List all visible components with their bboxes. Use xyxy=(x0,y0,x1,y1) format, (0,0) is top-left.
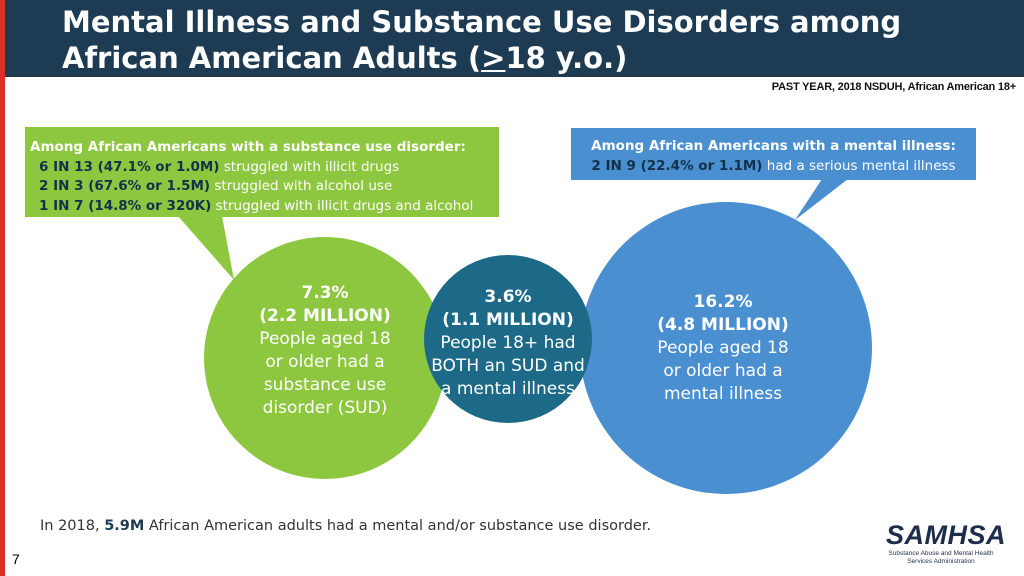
mi-desc-line: or older had a xyxy=(663,361,783,381)
samhsa-logo: SAMHSA Substance Abuse and Mental Health… xyxy=(886,520,1007,566)
mi-callout-line: 2 IN 9 (22.4% or 1.1M) had a serious men… xyxy=(571,157,976,177)
sud-stat-both: 1 IN 7 (14.8% or 320K) xyxy=(39,197,212,214)
sud-callout-line: 1 IN 7 (14.8% or 320K) struggled with il… xyxy=(25,197,499,217)
page-number: 7 xyxy=(12,551,20,567)
mi-percent: 16.2% xyxy=(693,292,753,312)
sud-desc-line: or older had a xyxy=(265,352,385,372)
summary-post: African American adults had a mental and… xyxy=(144,518,652,534)
mi-desc-line: mental illness xyxy=(663,384,783,404)
sud-count: (2.2 MILLION) xyxy=(259,306,391,326)
logo-wordmark: SAMHSA xyxy=(886,520,1007,550)
sud-desc-line: substance use xyxy=(263,375,387,395)
sud-desc-line: disorder (SUD) xyxy=(262,398,388,418)
mi-callout: Among African Americans with a mental il… xyxy=(571,128,976,180)
sud-stat-alcohol: 2 IN 3 (67.6% or 1.5M) xyxy=(39,178,211,194)
summary-total: 5.9M xyxy=(104,518,145,534)
title-line-2: African American Adults (>18 y.o.) xyxy=(62,40,962,76)
sud-desc-line: People aged 18 xyxy=(259,329,391,349)
mi-circle-label: 16.2% (4.8 MILLION) People aged 18 or ol… xyxy=(638,291,808,406)
accent-bar xyxy=(0,0,5,576)
sud-stat-illicit: 6 IN 13 (47.1% or 1.0M) xyxy=(39,158,220,175)
overlap-circle-label: 3.6% (1.1 MILLION) People 18+ had BOTH a… xyxy=(424,286,592,401)
page-title: Mental Illness and Substance Use Disorde… xyxy=(62,4,962,76)
sud-desc-alcohol: struggled with alcohol use xyxy=(210,178,393,194)
mi-callout-tail xyxy=(795,179,848,220)
sud-callout: Among African Americans with a substance… xyxy=(25,127,499,217)
mi-desc-line: People aged 18 xyxy=(657,338,789,358)
logo-subtitle-line: Substance Abuse and Mental Health xyxy=(888,550,994,557)
sud-callout-tail xyxy=(178,216,234,280)
overlap-count: (1.1 MILLION) xyxy=(442,310,574,330)
mi-count: (4.8 MILLION) xyxy=(657,315,789,335)
sud-desc-both: struggled with illicit drugs and alcohol xyxy=(211,197,474,214)
title-line-1: Mental Illness and Substance Use Disorde… xyxy=(62,5,902,39)
overlap-desc-line: a mental illness xyxy=(441,379,575,399)
summary-pre: In 2018, xyxy=(40,518,105,534)
sud-percent: 7.3% xyxy=(301,283,349,303)
title-line-2-pre: African American Adults ( xyxy=(62,41,482,75)
data-source-label: PAST YEAR, 2018 NSDUH, African American … xyxy=(771,81,1016,93)
mi-stat-serious: 2 IN 9 (22.4% or 1.1M) xyxy=(591,157,763,174)
sud-circle xyxy=(204,237,446,479)
title-banner xyxy=(5,0,1024,77)
sud-callout-line: 2 IN 3 (67.6% or 1.5M) struggled with al… xyxy=(25,177,499,197)
overlap-circle xyxy=(424,255,592,423)
overlap-percent: 3.6% xyxy=(484,287,532,307)
sud-desc-illicit: struggled with illicit drugs xyxy=(219,158,400,175)
title-line-2-post: 18 y.o.) xyxy=(505,41,628,75)
mi-desc-serious: had a serious mental illness xyxy=(762,157,956,174)
sud-circle-label: 7.3% (2.2 MILLION) People aged 18 or old… xyxy=(240,282,410,420)
mi-circle xyxy=(580,202,872,494)
overlap-desc-line: BOTH an SUD and xyxy=(431,356,585,376)
sud-callout-line: 6 IN 13 (47.1% or 1.0M) struggled with i… xyxy=(25,158,499,178)
overlap-desc-line: People 18+ had xyxy=(440,333,576,353)
logo-subtitle-line: Services Administration xyxy=(907,558,975,565)
sud-callout-heading: Among African Americans with a substance… xyxy=(30,139,466,155)
summary-text: In 2018, 5.9M African American adults ha… xyxy=(40,518,651,534)
title-symbol: > xyxy=(481,41,506,75)
mi-callout-heading: Among African Americans with a mental il… xyxy=(591,138,956,154)
logo-subtitle: Substance Abuse and Mental Health Servic… xyxy=(886,550,996,566)
